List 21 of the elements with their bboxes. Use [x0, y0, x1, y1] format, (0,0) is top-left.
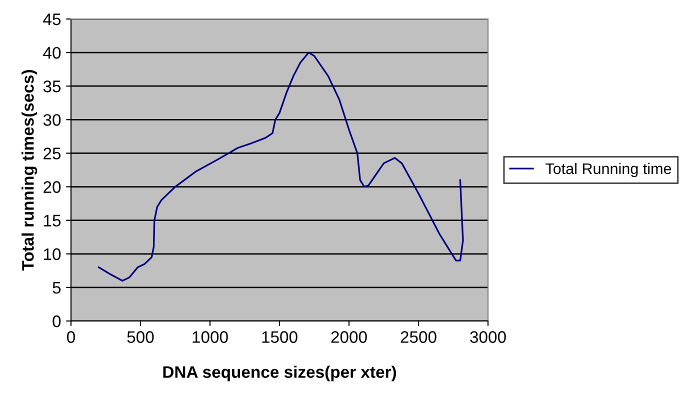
x-tick-label: 3000	[470, 331, 506, 343]
y-tick-label: 35	[43, 80, 61, 92]
y-tick-label: 25	[44, 148, 61, 160]
y-tick-label: 30	[43, 114, 61, 126]
x-tick-label: 2500	[400, 331, 436, 343]
x-tick-label: 500	[127, 331, 154, 343]
y-axis-title: Total running times(secs)	[22, 70, 38, 271]
y-tick-label: 10	[44, 248, 61, 260]
y-tick-label: 20	[44, 181, 61, 193]
y-tick-label: 0	[52, 315, 61, 328]
x-tick-label: 0	[67, 331, 75, 343]
x-axis-title: DNA sequence sizes(per xter)	[163, 366, 396, 382]
line-series	[98, 52, 464, 282]
x-tick-label: 1000	[192, 331, 228, 343]
x-tick-label: 2000	[331, 331, 367, 343]
x-tick-label: 1500	[262, 331, 298, 343]
legend-label: Total Running time	[546, 162, 672, 178]
y-tick-label: 45	[43, 14, 61, 26]
y-tick-label: 15	[44, 214, 61, 227]
y-tick-label: 5	[52, 282, 61, 294]
y-tick-label: 40	[43, 46, 61, 59]
